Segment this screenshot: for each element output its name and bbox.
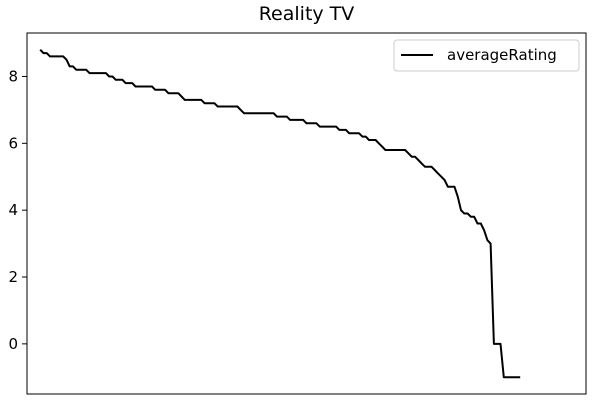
y-axis: 0 2 4 6 8 <box>8 67 27 353</box>
y-tick-label: 6 <box>8 134 18 152</box>
legend-box <box>393 39 580 72</box>
y-tick-label: 2 <box>8 268 18 286</box>
chart-title: Reality TV <box>258 3 355 25</box>
series-line-averageRating <box>39 49 521 379</box>
legend: averageRating <box>393 39 580 72</box>
y-tick-label: 4 <box>8 201 18 219</box>
y-tick-label: 8 <box>8 67 18 85</box>
y-tick-label: 0 <box>8 335 18 353</box>
legend-label-averageRating: averageRating <box>447 46 557 64</box>
plot-frame <box>26 32 587 395</box>
